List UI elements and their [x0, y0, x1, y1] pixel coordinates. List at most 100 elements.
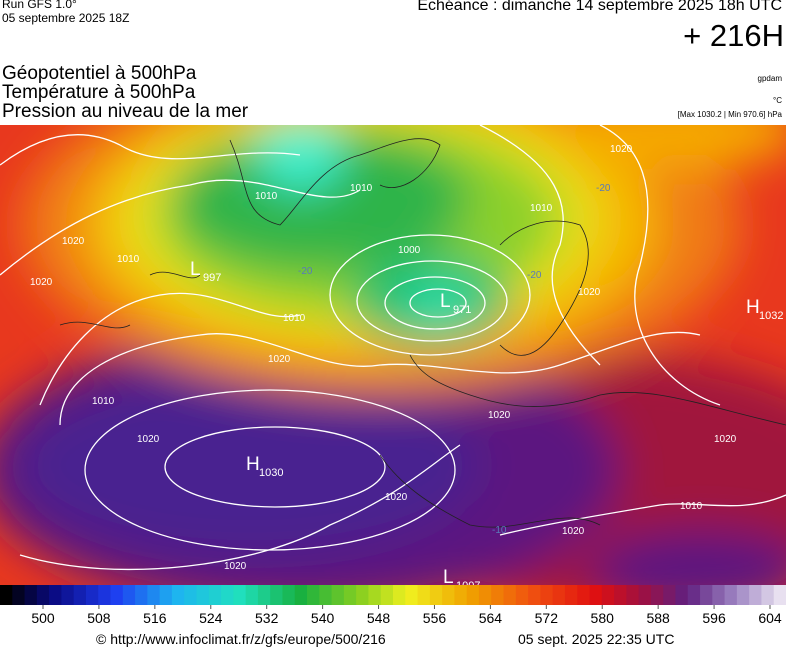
colorbar-swatch — [171, 585, 185, 605]
isobars — [0, 125, 786, 571]
colorbar-swatch — [24, 585, 38, 605]
run-date: 05 septembre 2025 18Z — [2, 11, 130, 25]
colorbar-swatch — [577, 585, 590, 605]
generated: 05 sept. 2025 22:35 UTC — [518, 631, 675, 647]
colorbar-swatch — [307, 585, 320, 605]
colorbar-swatch — [233, 585, 247, 605]
colorbar-label: 604 — [758, 610, 782, 626]
colorbar-swatch — [159, 585, 173, 605]
isobar-label: 1010 — [255, 191, 278, 202]
isobar-label: 1020 — [224, 561, 247, 572]
colorbar-swatch — [564, 585, 578, 605]
colorbar-swatch — [491, 585, 505, 605]
temperature-label: -20 — [596, 183, 611, 194]
colorbar-label: 556 — [423, 610, 447, 626]
colorbar-label: 572 — [535, 610, 559, 626]
colorbar-swatch — [454, 585, 468, 605]
center-letter: L — [443, 567, 454, 585]
layer: Pression au niveau de la mer — [2, 101, 249, 122]
colorbar-swatch — [749, 585, 762, 605]
colorbar-swatch — [478, 585, 492, 605]
colorbar-swatch — [380, 585, 394, 605]
colorbar-swatch — [368, 585, 382, 605]
colorbar-swatch — [429, 585, 443, 605]
coastlines — [59, 138, 786, 528]
colorbar-swatch — [540, 585, 554, 605]
colorbar-swatch — [417, 585, 431, 605]
center-letter: L — [190, 259, 201, 280]
colorbar-label: 548 — [367, 610, 391, 626]
colorbar-swatch — [761, 585, 775, 605]
colorbar-swatch — [49, 585, 62, 605]
colorbar: 500 508 516 524 532 540 548 556 564 572 580 588 596 6… — [0, 585, 786, 626]
colorbar-swatch — [319, 585, 333, 605]
colorbar-label: 516 — [143, 610, 167, 626]
isobar-label: 1020 — [385, 492, 408, 503]
center-letter: L — [440, 291, 451, 312]
colorbar-swatch — [638, 585, 652, 605]
colorbar-swatch — [712, 585, 726, 605]
colorbar-swatch — [675, 585, 689, 605]
colorbar-label: 508 — [87, 610, 111, 626]
colorbar-swatch — [626, 585, 640, 605]
temperature-label: -20 — [527, 270, 542, 281]
colorbar-swatch — [36, 585, 50, 605]
isobar-label: 1010 — [92, 396, 115, 407]
colorbar-swatch — [614, 585, 627, 605]
isobar-label: 1020 — [714, 434, 737, 445]
colorbar-label: 596 — [702, 610, 726, 626]
isobar-label: 1020 — [562, 526, 585, 537]
colorbar-swatch — [736, 585, 750, 605]
colorbar-swatch — [442, 585, 455, 605]
unit: gpdam — [757, 74, 782, 83]
colorbar-swatch — [466, 585, 480, 605]
isobar-label: 1020 — [578, 287, 601, 298]
isobar-label: 1020 — [62, 236, 85, 247]
colorbar-label: 524 — [199, 610, 223, 626]
layer: Température à 500hPa — [2, 82, 196, 103]
isobar-label: 1020 — [610, 144, 633, 155]
isobar-label: 1020 — [30, 277, 53, 288]
colorbar-swatch — [135, 585, 148, 605]
isobar-label: 1020 — [268, 354, 291, 365]
center-pressure: 1032 — [759, 310, 783, 322]
colorbar-swatch — [515, 585, 529, 605]
colorbar-swatch — [208, 585, 222, 605]
colorbar-swatch — [700, 585, 713, 605]
unit: °C — [773, 96, 782, 105]
temperature-label: -10 — [492, 525, 507, 536]
colorbar-swatch — [405, 585, 419, 605]
colorbar-swatch — [12, 585, 26, 605]
colorbar-swatch — [196, 585, 210, 605]
colorbar-swatch — [147, 585, 161, 605]
colorbar-swatch — [270, 585, 283, 605]
colorbar-label: 580 — [591, 610, 615, 626]
colorbar-swatch — [393, 585, 406, 605]
colorbar-swatch — [110, 585, 124, 605]
colorbar-swatch — [184, 585, 197, 605]
colorbar-swatch — [528, 585, 541, 605]
temperature-label: -20 — [298, 266, 313, 277]
colorbar-swatch — [122, 585, 136, 605]
colorbar-swatch — [356, 585, 369, 605]
center-pressure: 1007 — [456, 580, 480, 585]
field — [0, 125, 786, 585]
colorbar-label: 500 — [31, 610, 55, 626]
map: L997L971H1030H1032L100710101010102010101… — [0, 125, 786, 585]
colorbar-swatch — [650, 585, 664, 605]
colorbar-swatch — [73, 585, 87, 605]
colorbar-label: 564 — [479, 610, 503, 626]
colorbar-swatch — [773, 585, 786, 605]
colorbar-swatch — [601, 585, 615, 605]
colorbar-swatch — [663, 585, 676, 605]
colorbar-swatch — [589, 585, 603, 605]
center-letter: H — [746, 297, 760, 318]
colorbar-swatch — [282, 585, 296, 605]
isobar-label: 1010 — [680, 501, 703, 512]
colorbar-swatch — [221, 585, 234, 605]
run: Run GFS 1.0° — [2, 0, 77, 11]
colorbar-swatch — [245, 585, 259, 605]
isobar-label: 1010 — [283, 313, 306, 324]
center-pressure: 1030 — [259, 467, 283, 479]
